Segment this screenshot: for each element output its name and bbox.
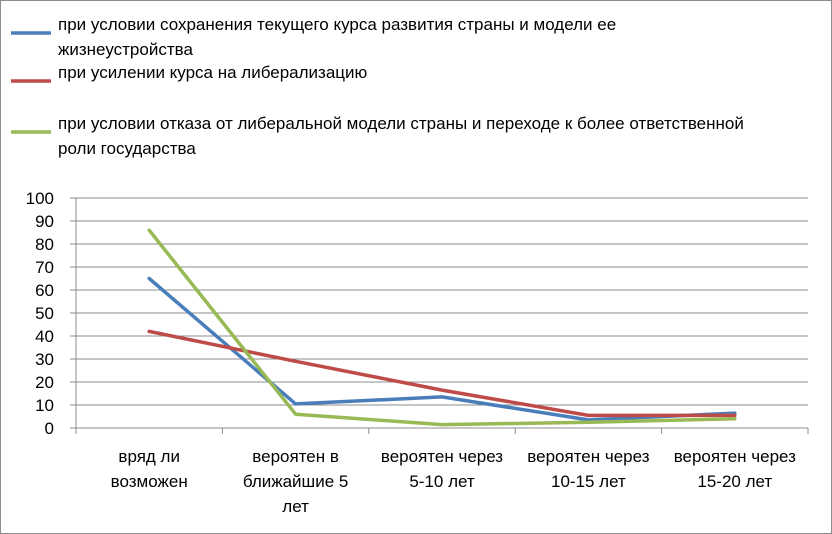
x-tick-label: вероятен через 10-15 лет (527, 447, 649, 491)
legend: при условии сохранения текущего курса ра… (11, 15, 744, 158)
y-tick-label: 30 (35, 350, 54, 369)
y-tick-label: 20 (35, 373, 54, 392)
y-tick-label: 70 (35, 258, 54, 277)
y-tick-label: 60 (35, 281, 54, 300)
y-axis: 0 10 20 30 40 50 60 70 80 90 100 (26, 189, 77, 438)
y-tick-label: 100 (26, 189, 54, 208)
legend-label-1: при условии сохранения текущего курса ра… (58, 15, 616, 59)
y-tick-label: 0 (45, 419, 54, 438)
x-tick-label: вероятен через 5-10 лет (381, 447, 503, 491)
series-line-3 (147, 228, 737, 427)
y-tick-label: 40 (35, 327, 54, 346)
x-tick-label: вероятен через 15-20 лет (674, 447, 796, 491)
series-line-1 (147, 276, 737, 422)
x-tick-label: вряд ли возможен (111, 447, 188, 491)
legend-label-2: при усилении курса на либерализацию (58, 63, 368, 82)
y-tick-label: 50 (35, 304, 54, 323)
legend-label-3: при условии отказа от либеральной модели… (58, 114, 744, 158)
x-axis: вряд ли возможен вероятен в ближайшие 5 лет в… (75, 427, 809, 516)
gridlines (76, 197, 808, 429)
y-tick-label: 80 (35, 235, 54, 254)
series-line-2 (147, 329, 737, 418)
y-tick-label: 10 (35, 396, 54, 415)
series-group (147, 228, 737, 427)
x-tick-label: вероятен в ближайшие 5 лет (243, 447, 348, 516)
y-tick-label: 90 (35, 212, 54, 231)
